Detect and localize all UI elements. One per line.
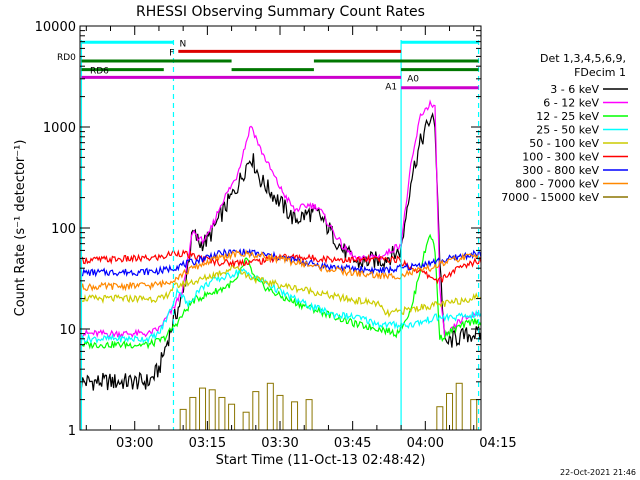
x-axis-label: Start Time (11-Oct-13 02:48:42) (216, 453, 426, 468)
flag-label: A0 (407, 75, 419, 85)
legend-header: FDecim 1 (574, 66, 626, 79)
series-5-line (81, 249, 481, 285)
series-8-point (189, 396, 197, 430)
flag-label: RD0 (57, 53, 76, 63)
series-6-line (81, 248, 481, 278)
x-tick-label: 03:15 (189, 436, 226, 451)
series-2-line (81, 233, 481, 350)
series-8-point (252, 391, 260, 430)
legend-label: 25 - 50 keV (536, 124, 599, 137)
chart-title: RHESSI Observing Summary Count Rates (136, 4, 425, 20)
series-8-point (218, 396, 226, 430)
x-tick-label: 03:30 (261, 436, 298, 451)
series-8-point (305, 399, 313, 430)
x-tick-label: 04:00 (407, 436, 444, 451)
series-8-point (455, 382, 463, 430)
flag-label: RD6 (90, 67, 109, 77)
series-8-point (470, 399, 478, 430)
y-tick-label: 1 (68, 424, 76, 439)
series-8-point (199, 387, 207, 430)
series-8-point (446, 392, 454, 430)
series-8-point (485, 388, 491, 430)
series-8 (179, 382, 511, 430)
y-tick-label: 10000 (35, 20, 76, 35)
series-8-point (208, 389, 216, 430)
series-7-line (80, 249, 481, 292)
series-3-line (80, 267, 481, 345)
series-1-line (81, 99, 481, 339)
legend-label: 7000 - 15000 keV (501, 191, 599, 204)
series-8-point (291, 401, 299, 430)
x-tick-label: 04:15 (479, 436, 516, 451)
footer-date: 22-Oct-2021 21:46 (560, 468, 636, 477)
flag-label: F (169, 48, 174, 58)
series-0-line (80, 111, 481, 391)
y-tick-label: 100 (51, 222, 76, 237)
x-tick-label: 03:45 (334, 436, 371, 451)
plot-area (80, 40, 511, 430)
legend-label: 3 - 6 keV (550, 83, 599, 96)
legend-label: 800 - 7000 keV (515, 178, 599, 191)
y-axis-label: Count Rate (s⁻¹ detector⁻¹) (13, 140, 28, 317)
series-8-point (242, 411, 250, 430)
legend-label: 50 - 100 keV (529, 137, 599, 150)
flag-label: A1 (385, 82, 397, 92)
series-8-point (505, 415, 511, 430)
y-tick-label: 1000 (43, 121, 76, 136)
series-8-point (266, 382, 274, 430)
series-8-point (436, 406, 444, 430)
y-tick-label: 10 (59, 323, 76, 338)
legend-header: Det 1,3,4,5,6,9, (540, 52, 626, 65)
series-8-point (276, 394, 284, 430)
x-tick-label: 03:00 (116, 436, 153, 451)
legend-label: 12 - 25 keV (536, 110, 599, 123)
series-8-point (495, 404, 501, 430)
legend-label: 100 - 300 keV (522, 151, 599, 164)
series-4-line (81, 264, 481, 318)
legend-label: 6 - 12 keV (543, 97, 599, 110)
legend-label: 300 - 800 keV (522, 164, 599, 177)
flag-label: N (179, 39, 186, 49)
